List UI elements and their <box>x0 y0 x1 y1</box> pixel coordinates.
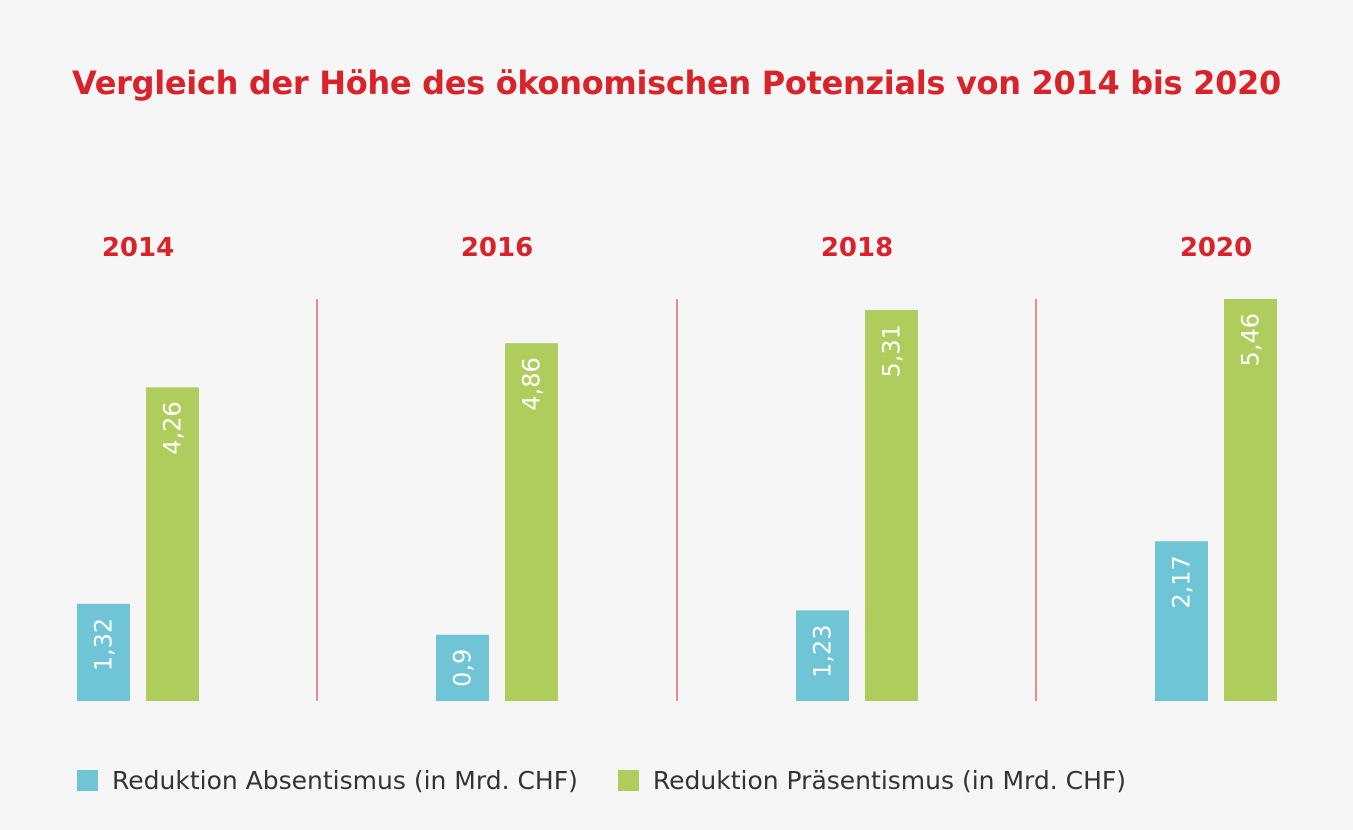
bar-praesentismus <box>865 310 918 701</box>
data-label: 4,26 <box>159 401 187 454</box>
data-label: 2,17 <box>1168 555 1196 608</box>
legend-swatch-praesentismus <box>617 769 639 791</box>
bar-praesentismus <box>505 343 558 701</box>
bar-absentismus <box>77 603 130 701</box>
data-label: 5,31 <box>878 324 906 377</box>
legend-label-praesentismus: Reduktion Präsentismus (in Mrd. CHF) <box>652 765 1127 795</box>
legend-item-absentismus: Reduktion Absentismus (in Mrd. CHF) <box>77 766 578 795</box>
bar-absentismus <box>1155 541 1208 701</box>
legend-swatch-absentismus <box>77 769 98 791</box>
category-label: 2018 <box>821 233 893 263</box>
bar-praesentismus <box>146 387 199 701</box>
legend: Reduktion Absentismus (in Mrd. CHF) Redu… <box>77 760 1166 800</box>
data-label: 4,86 <box>518 357 546 410</box>
data-label: 1,23 <box>809 624 837 677</box>
category-label: 2016 <box>461 233 533 263</box>
bar-praesentismus <box>1224 299 1277 701</box>
category-label: 2020 <box>1180 233 1252 263</box>
legend-item-praesentismus: Reduktion Präsentismus (in Mrd. CHF) <box>617 765 1127 795</box>
data-label: 1,32 <box>90 618 118 671</box>
legend-label-absentismus: Reduktion Absentismus (in Mrd. CHF) <box>112 765 578 795</box>
chart-title: Vergleich der Höhe des ökonomischen Pote… <box>71 64 1281 102</box>
data-label: 0,9 <box>449 649 477 687</box>
bar-absentismus <box>436 634 489 701</box>
data-label: 5,46 <box>1237 313 1265 366</box>
category-label: 2014 <box>102 233 174 263</box>
bar-absentismus <box>796 610 849 701</box>
